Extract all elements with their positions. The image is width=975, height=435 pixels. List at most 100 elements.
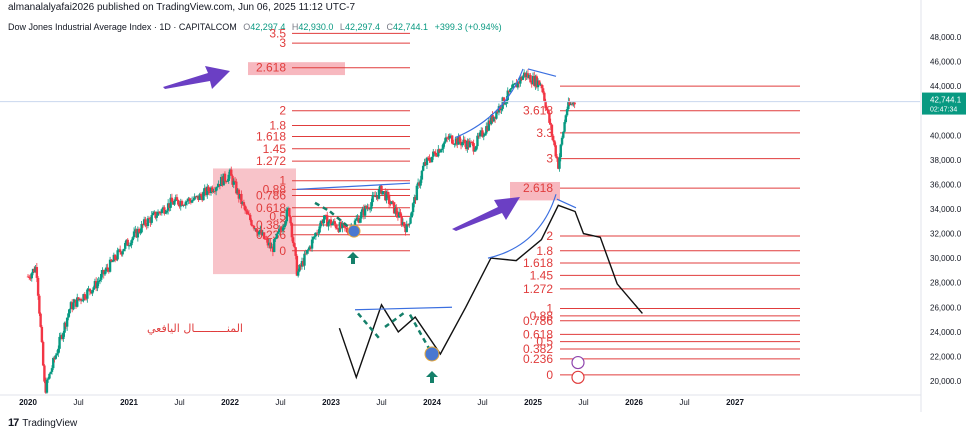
fib-label: 1.45 — [263, 142, 287, 156]
candle-body — [251, 225, 254, 227]
candle-body — [139, 232, 142, 234]
candle-body — [375, 196, 378, 198]
candle-body — [440, 148, 444, 151]
candle-body — [495, 111, 498, 119]
candle-body — [198, 194, 201, 201]
candle-body — [77, 297, 80, 300]
flag-event-icon[interactable] — [571, 370, 585, 384]
candle-body — [217, 184, 220, 187]
candle-body — [497, 106, 501, 113]
candle-body — [249, 214, 252, 221]
candle-body — [192, 199, 195, 201]
candle-body — [76, 297, 79, 307]
candle-body — [54, 355, 57, 359]
fib-label: 1.618 — [523, 256, 553, 270]
candle-body — [48, 373, 51, 379]
candle-body — [415, 185, 419, 201]
candle-body — [72, 302, 75, 310]
fib-label: 1.45 — [530, 268, 554, 282]
candle-body — [102, 270, 105, 275]
fib-label: 2 — [279, 104, 286, 118]
candle-body — [197, 195, 200, 201]
candle-body — [233, 180, 237, 182]
candle-body — [337, 228, 340, 232]
fib-label: 3.3 — [536, 126, 553, 140]
candle-body — [276, 232, 280, 234]
candle-body — [545, 108, 549, 111]
candle-body — [550, 124, 554, 136]
candle-body — [456, 138, 459, 145]
candle-body — [382, 191, 386, 192]
candle-body — [433, 151, 436, 153]
candle-body — [275, 233, 278, 239]
candle-body — [390, 201, 393, 204]
candle-body — [206, 186, 209, 196]
candle-body — [496, 111, 499, 113]
candle-body — [81, 300, 84, 302]
candle-body — [245, 210, 248, 212]
price-tick: 32,000.0 — [930, 230, 962, 239]
pivot-marker — [347, 224, 361, 238]
candle-body — [454, 138, 458, 145]
candle-body — [328, 219, 331, 223]
candle-body — [562, 131, 565, 138]
candle-body — [178, 204, 181, 207]
candle-body — [47, 378, 50, 380]
candle-body — [108, 259, 112, 272]
candle-body — [452, 143, 455, 145]
candle-body — [448, 135, 451, 139]
candle-body — [522, 72, 526, 77]
candle-body — [45, 379, 49, 393]
candle-body — [132, 231, 136, 238]
fib-label-box-upper — [248, 62, 345, 76]
candle-body — [471, 141, 474, 144]
candle-body — [389, 203, 392, 205]
candle-body — [247, 214, 251, 216]
candle-body — [242, 202, 246, 206]
candle-body — [193, 196, 196, 200]
fib-label: 0.618 — [523, 327, 553, 341]
candle-body — [225, 181, 228, 183]
candle-body — [151, 212, 155, 216]
candle-body — [458, 136, 461, 142]
candle-body — [516, 81, 520, 88]
candle-body — [302, 261, 305, 266]
candle-body — [107, 269, 110, 272]
candle-body — [557, 158, 560, 169]
candle-body — [370, 202, 373, 209]
candle-body — [506, 90, 509, 101]
candle-body — [487, 120, 491, 131]
candle-body — [568, 101, 571, 105]
candle-body — [259, 229, 262, 232]
candle-body — [322, 219, 325, 224]
candle-body — [129, 245, 132, 246]
price-tick: 48,000.0 — [930, 33, 962, 42]
high-label: H — [291, 22, 299, 32]
candle-body — [52, 357, 55, 369]
candle-body — [462, 139, 465, 143]
fib-label: 0.88 — [263, 182, 287, 196]
candle-body — [285, 209, 289, 222]
candle-body — [305, 250, 309, 254]
candle-body — [543, 92, 546, 101]
fib-highlight-boxes — [213, 62, 560, 275]
candle-body — [406, 224, 410, 225]
lightning-event-icon[interactable] — [571, 355, 585, 370]
candle-body — [424, 162, 427, 165]
candle-body — [159, 212, 162, 214]
symbol-name[interactable]: Dow Jones Industrial Average Index · 1D … — [8, 22, 237, 32]
price-tick: 30,000.0 — [930, 254, 962, 263]
candle-body — [96, 282, 99, 289]
candle-body — [127, 245, 131, 247]
candle-body — [211, 187, 214, 193]
swing-dash-line — [314, 201, 331, 213]
candle-body — [427, 157, 430, 159]
candle-body — [329, 219, 333, 226]
candle-body — [420, 170, 424, 180]
candle-body — [312, 236, 315, 240]
candle-body — [529, 75, 532, 83]
candle-body — [447, 137, 450, 139]
swing-dash-line — [357, 312, 381, 341]
candle-body — [384, 191, 387, 201]
